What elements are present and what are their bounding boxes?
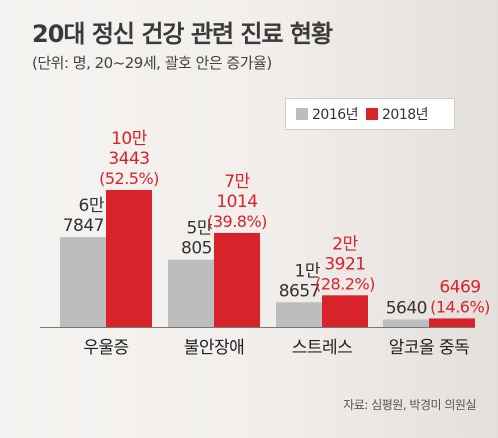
bar-2018-2 bbox=[322, 295, 368, 327]
value-label-2016-0: 6만 bbox=[79, 196, 105, 216]
legend-swatch-2016 bbox=[296, 108, 308, 120]
value-label-2018-1: 1014 bbox=[216, 192, 257, 212]
category-label-3: 알코올 중독 bbox=[389, 338, 470, 358]
bar-2016-2 bbox=[276, 302, 322, 327]
growth-label-0: (52.5%) bbox=[99, 169, 159, 188]
category-label-0: 우울증 bbox=[83, 338, 128, 358]
value-label-2018-2: 3921 bbox=[324, 254, 365, 274]
source-note: 자료: 심평원, 박경미 의원실 bbox=[343, 398, 476, 412]
legend: 2016년 2018년 bbox=[285, 98, 455, 130]
bar-2018-1 bbox=[214, 232, 260, 327]
growth-label-3: (14.6%) bbox=[430, 297, 490, 316]
category-label-2: 스트레스 bbox=[292, 338, 353, 358]
bar-2018-3 bbox=[429, 318, 475, 327]
legend-label-2016: 2016년 bbox=[312, 107, 359, 123]
value-label-2016-1: 5만 bbox=[187, 219, 213, 239]
bar-2016-0 bbox=[60, 237, 106, 327]
growth-label-2: (28.2%) bbox=[315, 274, 375, 293]
value-label-2018-0: 3443 bbox=[108, 149, 149, 169]
value-label-2018-0: 10만 bbox=[111, 129, 148, 149]
growth-label-1: (39.8%) bbox=[207, 212, 267, 231]
value-label-2018-2: 2만 bbox=[332, 234, 358, 254]
legend-item-2016: 2016년 bbox=[296, 104, 359, 124]
chart-subtitle: (단위: 명, 20~29세, 괄호 안은 증가율) bbox=[32, 54, 272, 72]
value-label-2016-0: 7847 bbox=[63, 216, 104, 236]
category-label-1: 불안장애 bbox=[184, 338, 245, 358]
bar-2016-1 bbox=[168, 259, 214, 327]
value-label-2016-2: 1만 bbox=[295, 261, 321, 281]
value-label-2016-2: 8657 bbox=[279, 281, 320, 301]
value-label-2018-3: 6469 bbox=[439, 277, 480, 297]
value-label-2018-1: 7만 bbox=[224, 172, 250, 192]
bar-2016-3 bbox=[383, 319, 429, 327]
value-label-2016-3: 5640 bbox=[386, 299, 427, 319]
legend-item-2018: 2018년 bbox=[366, 104, 429, 124]
bar-2018-0 bbox=[106, 190, 152, 327]
legend-label-2018: 2018년 bbox=[382, 107, 429, 123]
value-label-2016-1: 805 bbox=[181, 239, 212, 259]
chart-title: 20대 정신 건강 관련 진료 현황 bbox=[32, 20, 333, 48]
legend-swatch-2018 bbox=[366, 108, 379, 120]
